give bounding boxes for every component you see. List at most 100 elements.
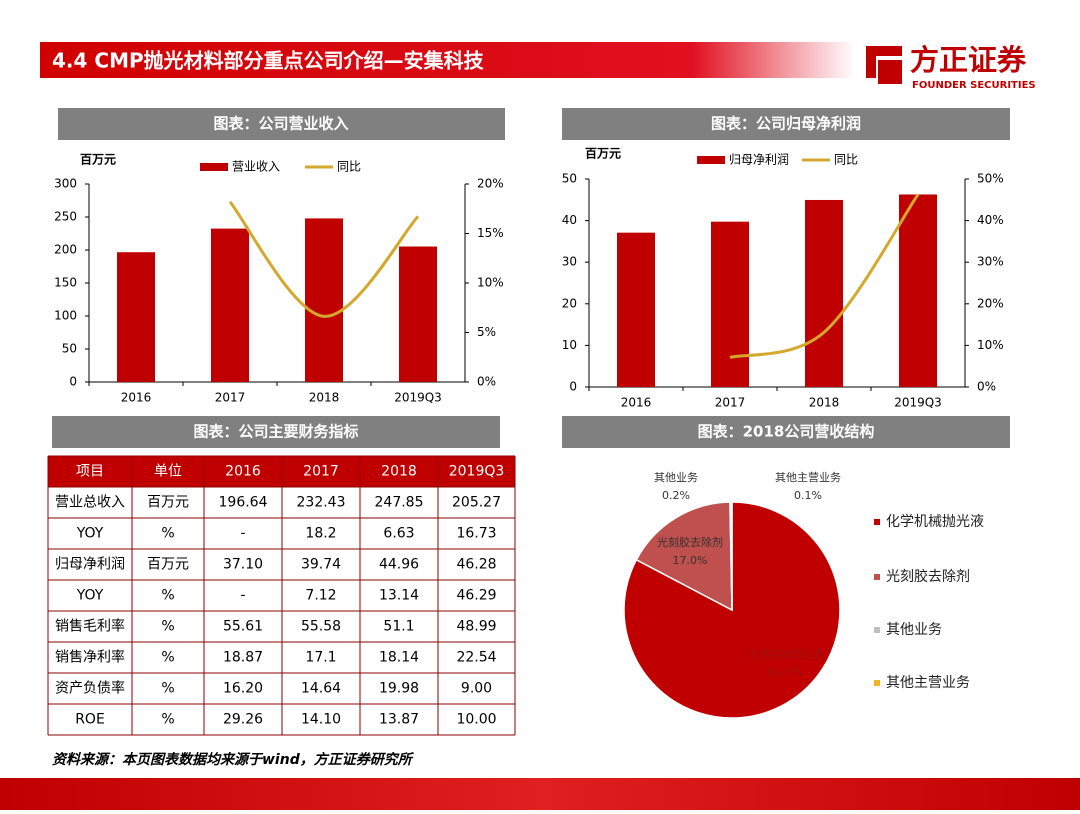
panel-title-bar [58, 108, 505, 140]
table-cell: 196.64 [219, 495, 268, 511]
table-cell: 13.14 [379, 588, 419, 604]
legend-label: 营业收入 [232, 160, 280, 174]
axis-unit: 百万元 [585, 147, 621, 161]
table-cell: 247.85 [375, 495, 424, 511]
panel-title-bar [52, 416, 500, 448]
legend-label: 化学机械抛光液 [886, 514, 984, 530]
legend-label: 同比 [337, 160, 361, 174]
table-cell: 14.64 [301, 681, 341, 697]
slice-label: 其他业务 [654, 471, 698, 484]
table-header-cell: 2017 [303, 464, 339, 480]
table-cell: 55.61 [223, 619, 263, 635]
pie-slice [635, 501, 733, 612]
y-tick-label: 100 [54, 309, 77, 323]
legend-label: 其他业务 [886, 622, 942, 638]
slice-value: 82.7% [768, 666, 803, 679]
y2-tick-label: 20% [977, 296, 1004, 310]
bar [117, 252, 155, 382]
table-cell: ROE [75, 712, 105, 728]
slice-value: 0.2% [662, 489, 690, 502]
y2-tick-label: 0% [977, 380, 996, 394]
table-cell: 46.29 [456, 588, 496, 604]
slice-label: 光刻胶去除剂 [657, 535, 723, 549]
table-cell: 18.87 [223, 650, 263, 666]
panel-title: 图表：2018公司营收结构 [698, 423, 875, 441]
table-cell: 6.63 [383, 526, 414, 542]
y-tick-label: 250 [54, 210, 77, 224]
x-tick-label: 2019Q3 [394, 391, 442, 405]
table-cell: 销售毛利率 [55, 618, 125, 635]
table-cell: 19.98 [379, 681, 419, 697]
panel-title: 图表：公司营业收入 [213, 115, 348, 133]
legend-swatch [874, 574, 880, 580]
pie-slice [730, 501, 733, 611]
pie-slice [623, 501, 841, 719]
table-cell: 55.58 [301, 619, 341, 635]
table-header-cell: 单位 [154, 464, 182, 480]
slide-title: 4.4 CMP抛光材料部分重点公司介绍—安集科技 [52, 49, 485, 73]
y2-tick-label: 10% [977, 338, 1004, 352]
table-cell: 44.96 [379, 557, 419, 573]
table-cell: % [161, 712, 174, 728]
y2-tick-label: 5% [477, 325, 496, 339]
y2-tick-label: 20% [477, 177, 504, 191]
legend-label: 其他主营业务 [886, 675, 970, 691]
table-header-cell: 2018 [381, 464, 417, 480]
y-tick-label: 10 [562, 338, 577, 352]
brand: 方正证券 [910, 43, 1027, 77]
y2-tick-label: 0% [477, 375, 496, 389]
table-cell: 29.26 [223, 712, 263, 728]
table-cell: 销售净利率 [55, 649, 125, 666]
table-cell: 22.54 [456, 650, 496, 666]
table-cell: - [240, 526, 245, 542]
table-cell: YOY [76, 526, 104, 542]
legend-swatch [874, 519, 880, 525]
table-cell: YOY [76, 588, 104, 604]
panel-title-bar [562, 416, 1010, 448]
table-cell: 46.28 [456, 557, 496, 573]
slice-value: 17.0% [673, 554, 708, 567]
legend-label: 归母净利润 [729, 153, 789, 167]
table-cell: 205.27 [452, 495, 501, 511]
y-tick-label: 50 [62, 342, 77, 356]
table-cell: 17.1 [305, 650, 336, 666]
table-cell: % [161, 588, 174, 604]
y-tick-label: 300 [54, 177, 77, 191]
table-cell: 14.10 [301, 712, 341, 728]
y-tick-label: 0 [69, 375, 77, 389]
slice-value: 0.1% [794, 489, 822, 502]
header-bar [40, 42, 855, 78]
table-cell: % [161, 681, 174, 697]
legend-label: 同比 [834, 153, 858, 167]
y-tick-label: 0 [569, 380, 577, 394]
legend-swatch [874, 680, 880, 686]
bar [305, 218, 343, 382]
y2-tick-label: 40% [977, 213, 1004, 227]
panel-title: 图表：公司归母净利润 [711, 115, 861, 133]
slice-label: 化学机械抛光液 [747, 647, 824, 661]
x-tick-label: 2017 [215, 391, 246, 405]
y-tick-label: 30 [562, 255, 577, 269]
line-series [228, 200, 420, 318]
legend-label: 光刻胶去除剂 [886, 568, 970, 585]
table-cell: 10.00 [456, 712, 496, 728]
table-cell: 百万元 [147, 495, 189, 511]
bar [805, 199, 843, 387]
x-tick-label: 2017 [715, 396, 746, 410]
x-tick-label: 2016 [121, 391, 152, 405]
panel-title-bar [562, 108, 1010, 140]
table-cell: 16.73 [456, 526, 496, 542]
y2-tick-label: 15% [477, 226, 504, 240]
axis-unit: 百万元 [80, 153, 116, 167]
bar [617, 232, 655, 387]
legend-swatch [200, 163, 228, 171]
y-tick-label: 50 [562, 172, 577, 186]
table-cell: 16.20 [223, 681, 263, 697]
table-cell: % [161, 619, 174, 635]
bar [711, 221, 749, 387]
table-cell: 营业总收入 [55, 495, 125, 511]
y-tick-label: 150 [54, 276, 77, 290]
table-cell: 7.12 [305, 588, 336, 604]
y2-tick-label: 30% [977, 255, 1004, 269]
table-cell: 资产负债率 [55, 680, 125, 697]
